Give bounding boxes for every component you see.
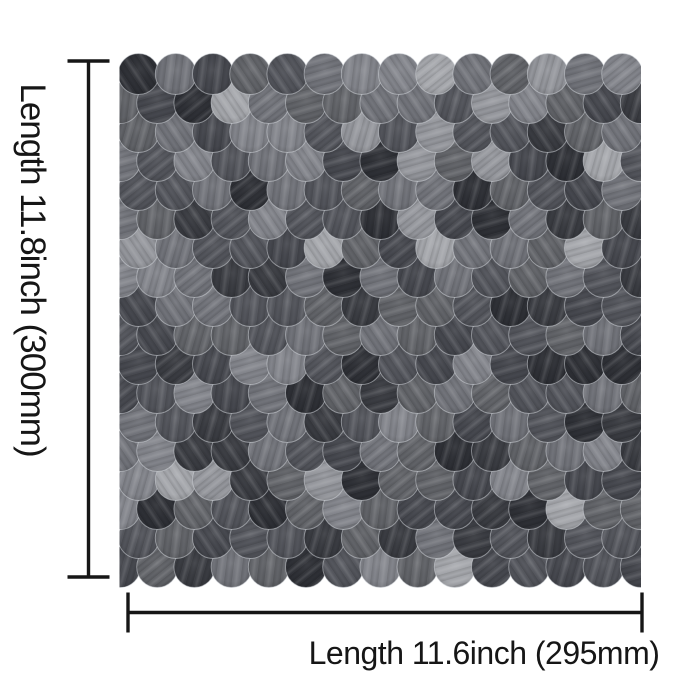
tile-pieces xyxy=(119,53,641,588)
horizontal-dimension-label: Length 11.6inch (295mm) xyxy=(308,635,660,671)
vertical-dimension-label: Length 11.8inch (300mm) xyxy=(13,83,52,457)
